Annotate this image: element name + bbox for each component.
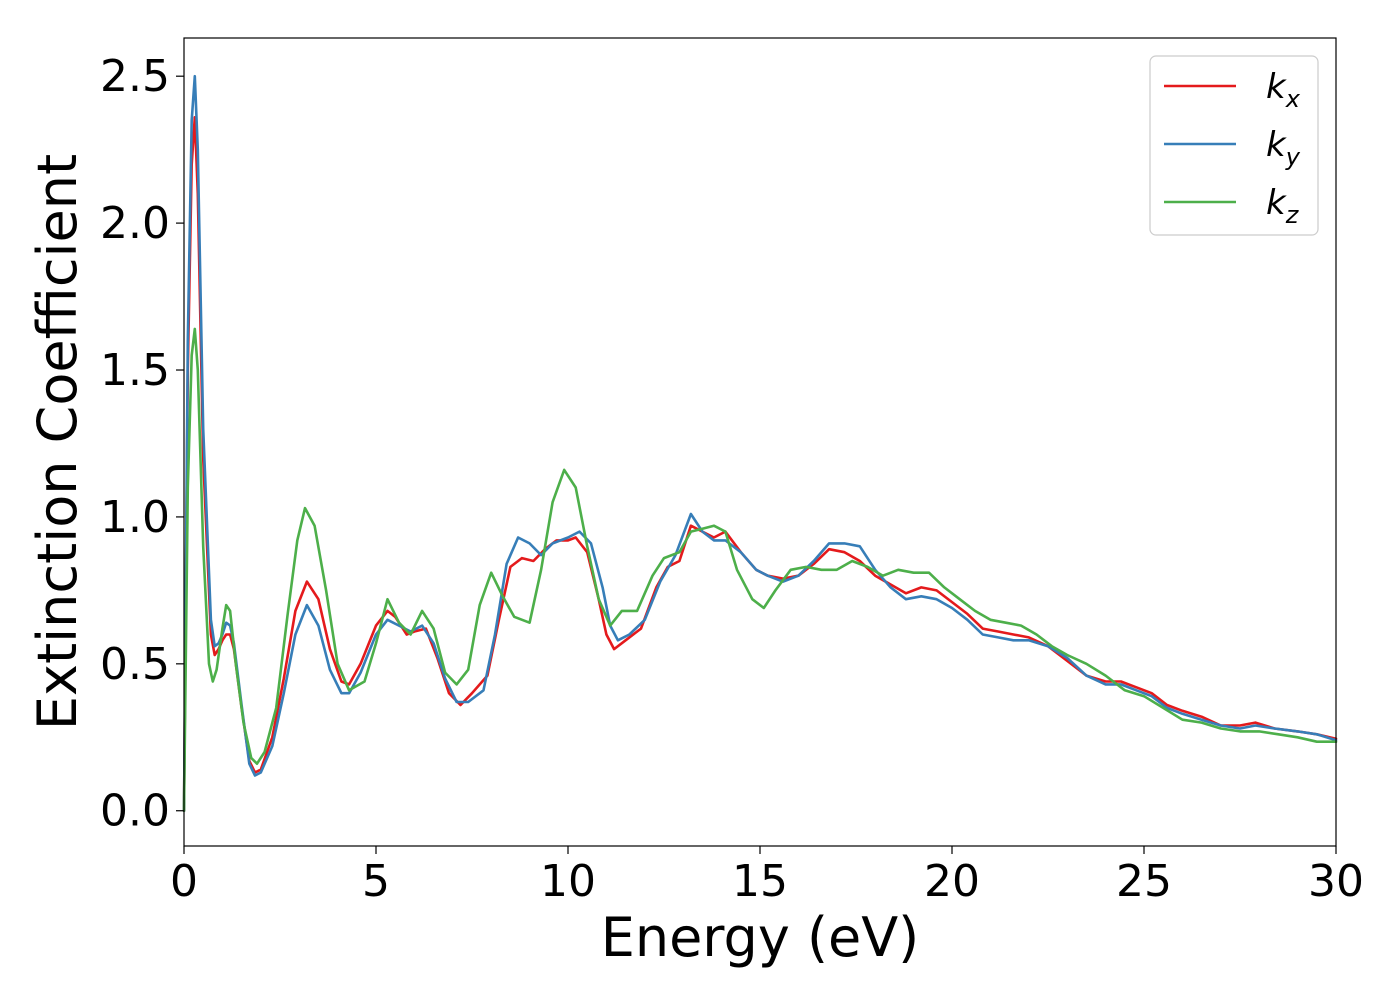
y-tick-label: 1.5	[100, 345, 170, 396]
plot-lines	[182, 74, 1338, 812]
legend-label: kz	[1266, 183, 1300, 229]
legend-frame	[1149, 55, 1319, 236]
x-tick-label: 25	[1116, 856, 1172, 907]
y-axis: 0.0 0.5 1.0 1.5 2.0 2.5	[100, 51, 184, 837]
series-line-kz	[182, 327, 1338, 812]
y-tick-label: 0.0	[100, 786, 170, 837]
y-tick-label: 1.0	[100, 492, 170, 543]
x-axis: 0 5 10 15 20 25 30	[170, 846, 1364, 907]
x-tick-label: 10	[540, 856, 596, 907]
x-tick-label: 20	[924, 856, 980, 907]
y-axis-title: Extinction Coefficient	[26, 154, 89, 730]
y-tick-label: 2.5	[100, 51, 170, 102]
y-tick-label: 2.0	[100, 198, 170, 249]
x-tick-label: 0	[170, 856, 198, 907]
x-axis-title: Energy (eV)	[601, 906, 920, 969]
legend-label: kx	[1266, 67, 1301, 113]
x-tick-label: 15	[732, 856, 788, 907]
x-tick-label: 5	[362, 856, 390, 907]
y-tick-label: 0.5	[100, 639, 170, 690]
legend-label: ky	[1266, 125, 1301, 171]
legend: kx ky kz	[1149, 55, 1319, 236]
x-tick-label: 30	[1308, 856, 1364, 907]
